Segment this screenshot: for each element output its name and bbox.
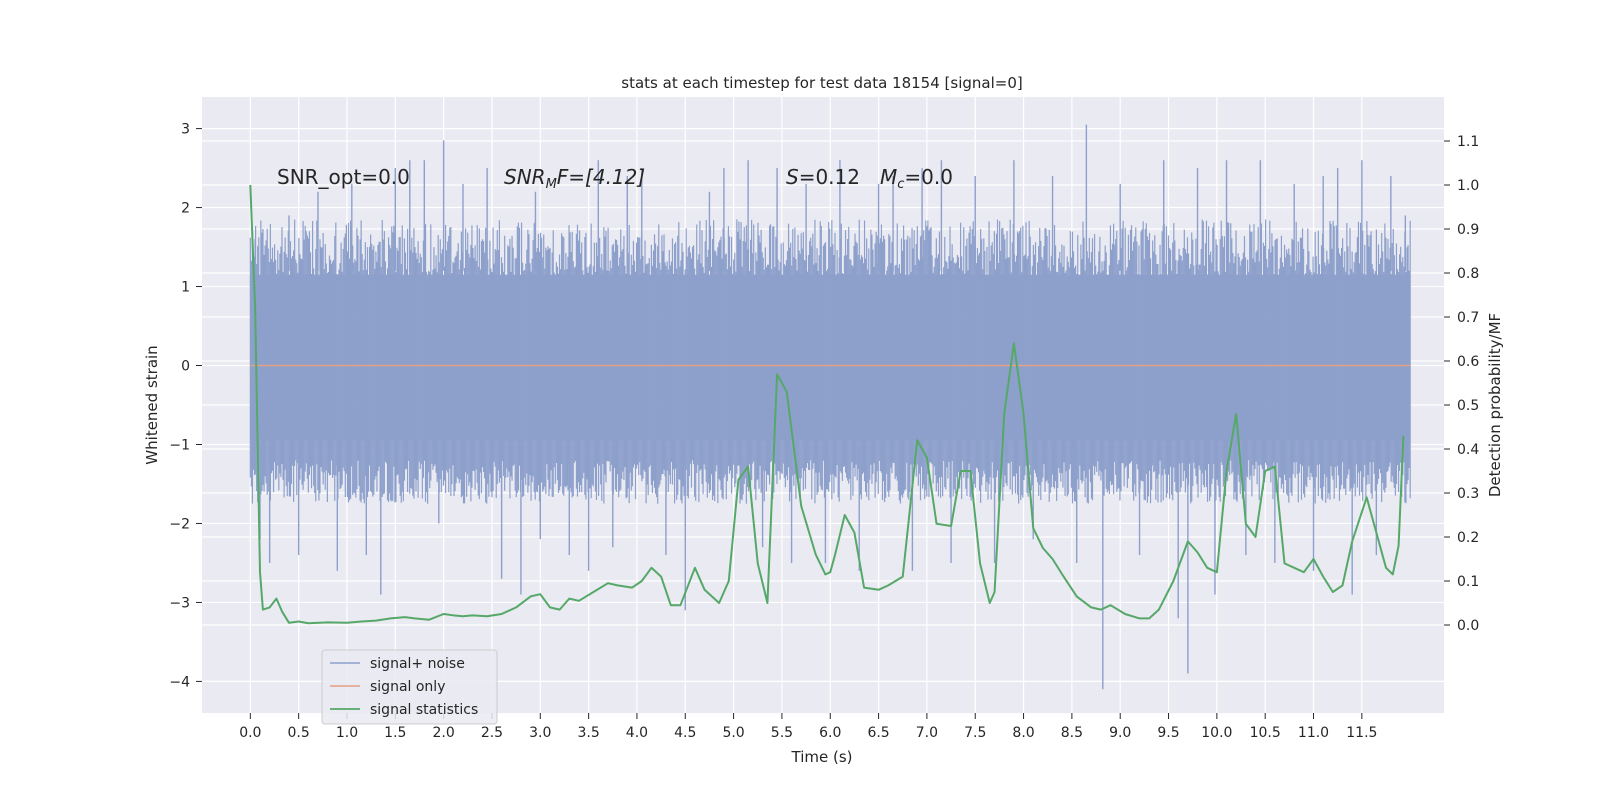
y-right-tick-label-5: 0.6 xyxy=(1457,354,1479,370)
x-tick-label-0: 0.0 xyxy=(239,725,261,741)
legend-label-signal-statistics: signal statistics xyxy=(370,702,478,718)
y-right-tick-label-3: 0.8 xyxy=(1457,266,1479,282)
annotation-snr-mf-sub: M xyxy=(546,177,557,192)
y-left-tick-label-1: 2 xyxy=(181,201,190,217)
y-right-tick-label-6: 0.5 xyxy=(1457,398,1479,414)
x-tick-label-10: 5.0 xyxy=(722,725,744,741)
y-right-tick-label-11: 0.0 xyxy=(1457,618,1479,634)
x-tick-label-1: 0.5 xyxy=(288,725,310,741)
legend: signal+ noise signal only signal statist… xyxy=(321,649,498,725)
y-axis-label-right: Detection probability/MF xyxy=(1486,313,1504,497)
y-left-tick-label-4: −1 xyxy=(169,437,190,453)
annotation-snr-mf-main: SNR xyxy=(504,165,546,189)
y-right-tick-label-10: 0.1 xyxy=(1457,574,1479,590)
x-tick-label-16: 8.0 xyxy=(1012,725,1034,741)
y-left-tick-label-0: 3 xyxy=(181,122,190,138)
annotation-snr-mf-after: F=[4.12] xyxy=(557,165,645,189)
x-tick-label-23: 11.5 xyxy=(1346,725,1377,741)
x-tick-label-22: 11.0 xyxy=(1298,725,1329,741)
chart-title: stats at each timestep for test data 181… xyxy=(621,74,1022,92)
y-axis-label-left: Whitened strain xyxy=(143,345,161,464)
y-left-tick-label-3: 0 xyxy=(181,359,190,375)
annotation-snr-opt: SNR_opt=0.0 xyxy=(277,165,410,189)
y-ticks-left: 3 2 1 0 −1 −2 −3 −4 xyxy=(169,122,202,690)
legend-label-signal-noise: signal+ noise xyxy=(370,656,465,672)
x-tick-label-15: 7.5 xyxy=(964,725,986,741)
y-left-tick-label-5: −2 xyxy=(169,516,190,532)
annotation-mc: Mc=0.0 xyxy=(880,165,953,192)
x-tick-label-3: 1.5 xyxy=(384,725,406,741)
signal-noise-band xyxy=(249,124,1411,690)
x-tick-label-9: 4.5 xyxy=(674,725,696,741)
legend-box xyxy=(321,649,498,725)
x-tick-label-21: 10.5 xyxy=(1250,725,1281,741)
y-left-tick-label-6: −3 xyxy=(169,595,190,611)
x-tick-label-8: 4.0 xyxy=(626,725,648,741)
x-tick-label-7: 3.5 xyxy=(577,725,599,741)
y-right-tick-label-2: 0.9 xyxy=(1457,222,1479,238)
signal-statistics-series xyxy=(249,184,1405,625)
annotation-s-value: =0.12 xyxy=(799,165,860,189)
signal-statistics-line xyxy=(249,184,1405,625)
x-tick-label-6: 3.0 xyxy=(529,725,551,741)
y-right-tick-label-8: 0.3 xyxy=(1457,486,1479,502)
y-right-tick-label-9: 0.2 xyxy=(1457,530,1479,546)
x-tick-label-19: 9.5 xyxy=(1157,725,1179,741)
annotation-snr-mf: SNRMF=[4.12] xyxy=(504,165,645,192)
y-left-tick-label-7: −4 xyxy=(169,674,190,690)
x-tick-label-2: 1.0 xyxy=(336,725,358,741)
x-tick-label-12: 6.0 xyxy=(819,725,841,741)
x-tick-label-11: 5.5 xyxy=(771,725,793,741)
annotation-mc-sub: c xyxy=(897,177,904,192)
x-tick-label-17: 8.5 xyxy=(1061,725,1083,741)
x-tick-label-20: 10.0 xyxy=(1201,725,1232,741)
x-tick-label-14: 7.0 xyxy=(916,725,938,741)
annotation-s: S=0.12 xyxy=(786,165,860,189)
x-axis-label: Time (s) xyxy=(791,748,853,766)
x-tick-label-4: 2.0 xyxy=(433,725,455,741)
x-tick-label-5: 2.5 xyxy=(481,725,503,741)
x-tick-label-13: 6.5 xyxy=(867,725,889,741)
x-ticks: 0.0 0.5 1.0 1.5 2.0 2.5 3.0 3.5 4.0 4.5 5.0 5.5 6.0 6… xyxy=(239,713,1377,741)
x-tick-label-18: 9.0 xyxy=(1109,725,1131,741)
y-right-tick-label-1: 1.0 xyxy=(1457,178,1479,194)
y-ticks-right: 1.1 1.0 0.9 0.8 0.7 0.6 0.5 0.4 0.3 0.2 0.1 0.0 xyxy=(1444,134,1479,634)
legend-label-signal-only: signal only xyxy=(370,679,445,695)
y-right-tick-label-7: 0.4 xyxy=(1457,442,1479,458)
y-right-tick-label-4: 0.7 xyxy=(1457,310,1479,326)
annotation-mc-main: M xyxy=(880,165,897,189)
y-right-tick-label-0: 1.1 xyxy=(1457,134,1479,150)
annotation-mc-value: =0.0 xyxy=(904,165,953,189)
annotation-s-main: S xyxy=(786,165,799,189)
y-left-tick-label-2: 1 xyxy=(181,280,190,296)
